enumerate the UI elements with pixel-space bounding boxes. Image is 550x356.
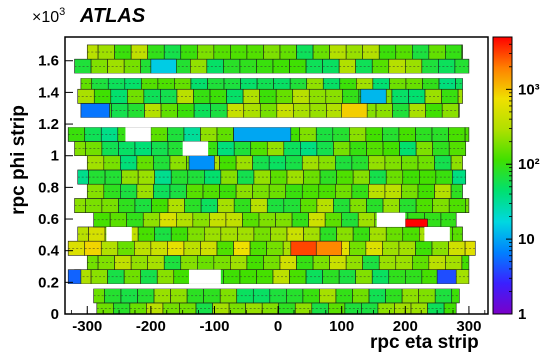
heatmap-hotspot bbox=[67, 269, 82, 285]
x-axis-label: rpc eta strip bbox=[370, 332, 479, 353]
empty-region bbox=[424, 226, 450, 242]
empty-region bbox=[65, 117, 488, 128]
z-tick-label: 10³ bbox=[518, 81, 540, 98]
y-tick-label: 0.6 bbox=[38, 211, 59, 228]
heatmap-hotspot bbox=[80, 103, 110, 119]
y-tick-label: 0.2 bbox=[38, 274, 59, 291]
heatmap-hotspot bbox=[405, 218, 428, 228]
heatmap-hotspot bbox=[150, 58, 177, 74]
heatmap-hotspot bbox=[360, 88, 387, 104]
y-tick-label: 0.8 bbox=[38, 179, 59, 196]
heatmap-hotspot bbox=[315, 240, 342, 256]
y-multiplier: ×103 bbox=[32, 6, 65, 26]
x-tick-label: 200 bbox=[393, 318, 418, 335]
x-tick-label: 300 bbox=[456, 318, 481, 335]
y-tick-label: 1.6 bbox=[38, 53, 59, 70]
plot-area bbox=[65, 44, 488, 315]
x-tick-label: 0 bbox=[274, 318, 282, 335]
empty-region bbox=[182, 141, 209, 156]
y-tick-label: 1.4 bbox=[38, 84, 60, 101]
empty-region bbox=[125, 127, 151, 142]
x-tick-label: -100 bbox=[199, 318, 229, 335]
plot-frame bbox=[64, 36, 489, 315]
heatmap-hotspot bbox=[436, 269, 457, 285]
y-axis-label: rpc phi strip bbox=[8, 105, 29, 215]
heatmap-hotspot bbox=[233, 126, 292, 142]
z-tick-label: 1 bbox=[518, 306, 526, 323]
y-tick-label: 1 bbox=[51, 148, 59, 165]
empty-region bbox=[65, 283, 488, 289]
heatmap-cell bbox=[452, 169, 467, 185]
y-tick-label: 0 bbox=[51, 306, 59, 323]
empty-region bbox=[65, 73, 488, 79]
color-scale-bar: 1 10 10² 10³ bbox=[492, 36, 540, 323]
x-axis-ticks: -300 -200 -100 0 100 200 300 bbox=[70, 306, 486, 335]
y-tick-label: 1.2 bbox=[38, 116, 59, 133]
empty-region bbox=[189, 269, 221, 284]
heatmap-hotspot bbox=[290, 240, 317, 256]
x-tick-label: 100 bbox=[329, 318, 354, 335]
x-tick-label: -200 bbox=[136, 318, 166, 335]
y-tick-label: 0.4 bbox=[38, 243, 60, 260]
heatmap-hotspot bbox=[341, 103, 368, 119]
z-tick-label: 10² bbox=[518, 156, 540, 173]
x-tick-label: -300 bbox=[72, 318, 102, 335]
experiment-label: ATLAS bbox=[79, 5, 146, 27]
heatmap-cell bbox=[454, 58, 470, 74]
empty-region bbox=[376, 212, 406, 227]
heatmap-cell bbox=[454, 269, 470, 285]
heatmap-hotspot bbox=[188, 155, 215, 171]
y-axis-ticks: 0 0.2 0.4 0.6 0.8 1 1.2 1.4 1.6 bbox=[38, 53, 73, 323]
z-tick-label: 10 bbox=[518, 231, 535, 248]
empty-region bbox=[106, 226, 132, 242]
